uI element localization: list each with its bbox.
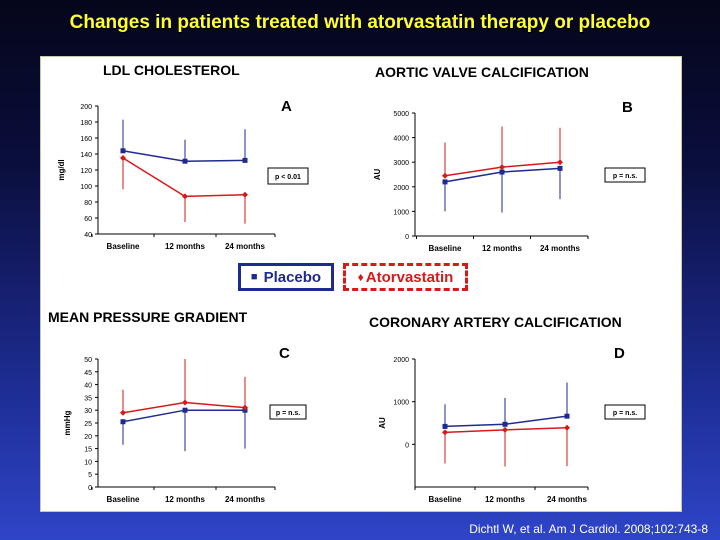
chart-2-placebo-point: [442, 179, 448, 185]
chart-2-x-tick-label: 12 months: [482, 244, 523, 253]
chart-2-panel-label: B: [622, 99, 633, 116]
chart-4-y-tick-label: 0: [405, 442, 409, 449]
atorvastatin-diamond-icon: ♦: [357, 270, 364, 284]
chart-2-title: AORTIC VALVE CALCIFICATION: [375, 64, 589, 80]
chart-1-y-tick-label: 120: [80, 168, 92, 175]
chart-1-panel-label: A: [281, 98, 292, 115]
legend-placebo-label: Placebo: [263, 268, 322, 286]
slide-title: Changes in patients treated with atorvas…: [69, 12, 651, 33]
chart-4-placebo-point: [564, 413, 570, 419]
chart-2-y-tick-label: 3000: [393, 160, 409, 167]
chart-1-p-value: p < 0.01: [275, 174, 301, 181]
chart-2-placebo-point: [557, 165, 563, 171]
chart-2-y-tick-label: 1000: [393, 209, 409, 216]
chart-3-y-tick-label: 25: [84, 421, 92, 428]
chart-3-y-tick-label: 0: [88, 485, 92, 492]
legend-atorvastatin-label: Atorvastatin: [365, 268, 454, 286]
chart-3-y-label: mmHg: [63, 410, 72, 435]
chart-1-y-tick-label: 140: [80, 152, 92, 159]
chart-4-panel-label: D: [614, 345, 625, 362]
citation: Dichtl W, et al. Am J Cardiol. 2008;102:…: [469, 522, 708, 536]
chart-1-title: LDL CHOLESTEROL: [103, 62, 240, 78]
chart-2-y-label: AU: [373, 169, 382, 181]
chart-2-y-tick-label: 4000: [393, 136, 409, 143]
chart-4-atorvastatin-point: [502, 426, 508, 433]
legend-atorvastatin: ♦ Atorvastatin: [343, 263, 468, 291]
chart-1-x-tick-label: Baseline: [107, 242, 140, 251]
chart-2-y-tick-label: 2000: [393, 185, 409, 192]
chart-2-x-tick-label: Baseline: [429, 244, 462, 253]
chart-1-y-tick-label: 180: [80, 120, 92, 127]
chart-3-x-tick-label: Baseline: [107, 495, 140, 504]
chart-2-atorvastatin-point: [442, 172, 448, 179]
chart-4-atorvastatin-point: [564, 424, 570, 431]
chart-3-y-tick-label: 20: [84, 434, 92, 441]
chart-4-p-value-box: [604, 404, 646, 420]
chart-3-atorvastatin-point: [182, 399, 188, 406]
legend-placebo: ■ Placebo: [238, 263, 334, 291]
chart-4-y-label: AU: [378, 417, 387, 429]
chart-1-x-tick-label: 12 months: [165, 242, 206, 251]
chart-1-x-tick-label: 24 months: [225, 242, 266, 251]
chart-3-placebo-point: [120, 419, 126, 425]
chart-3-x-tick-label: 24 months: [225, 495, 266, 504]
chart-1-y-tick-label: 160: [80, 136, 92, 143]
chart-3-p-value-box: [269, 404, 307, 420]
chart-1-p-value-box: [267, 167, 309, 185]
chart-1-y-tick-label: 80: [84, 200, 92, 207]
chart-1-y-label: mg/dl: [57, 159, 66, 180]
chart-1-y-tick-label: 60: [84, 216, 92, 223]
chart-3-y-tick-label: 30: [84, 408, 92, 415]
chart-2-x-tick-label: 24 months: [540, 244, 581, 253]
chart-4-atorvastatin-point: [442, 429, 448, 436]
placebo-square-icon: ■: [250, 271, 258, 283]
chart-3-y-tick-label: 15: [84, 447, 92, 454]
chart-2-atorvastatin-point: [499, 164, 505, 171]
chart-3-title: MEAN PRESSURE GRADIENT: [48, 309, 248, 325]
chart-2-y-tick-label: 0: [405, 234, 409, 241]
chart-1-atorvastatin-point: [242, 191, 248, 198]
chart-4-x-tick-label: 12 months: [485, 495, 526, 504]
chart-4-placebo-point: [502, 421, 508, 427]
chart-1-placebo-point: [182, 158, 188, 164]
chart-3-placebo-point: [182, 407, 188, 413]
chart-1-y-tick-label: 40: [84, 232, 92, 239]
chart-3-panel-label: C: [279, 345, 290, 362]
chart-3-p-value: p = n.s.: [276, 410, 300, 417]
chart-4-x-tick-label: 24 months: [547, 495, 588, 504]
chart-3-y-tick-label: 35: [84, 395, 92, 402]
chart-1-placebo-point: [242, 157, 248, 163]
chart-4-y-tick-label: 2000: [393, 357, 409, 364]
chart-3-x-tick-label: 12 months: [165, 495, 206, 504]
chart-4-placebo-point: [442, 423, 448, 429]
chart-2-placebo-point: [499, 169, 505, 175]
chart-3-y-tick-label: 5: [88, 472, 92, 479]
chart-3-y-tick-label: 40: [84, 383, 92, 390]
chart-1-y-tick-label: 200: [80, 104, 92, 111]
chart-4-title: CORONARY ARTERY CALCIFICATION: [369, 314, 622, 330]
chart-3-y-tick-label: 10: [84, 459, 92, 466]
chart-4-x-tick-label: Baseline: [429, 495, 462, 504]
chart-2-p-value-box: [604, 167, 646, 183]
chart-1-atorvastatin-point: [182, 193, 188, 200]
chart-3-atorvastatin-point: [242, 404, 248, 411]
chart-1-atorvastatin-point: [120, 155, 126, 161]
chart-4-y-tick-label: 1000: [393, 400, 409, 407]
chart-1-atorvastatin-line: [122, 157, 246, 198]
chart-4-p-value: p = n.s.: [613, 410, 637, 417]
chart-2-y-tick-label: 5000: [393, 111, 409, 118]
chart-2-atorvastatin-point: [557, 159, 563, 166]
chart-3-y-tick-label: 50: [84, 357, 92, 364]
chart-1-y-tick-label: 100: [80, 184, 92, 191]
chart-2-p-value: p = n.s.: [613, 173, 637, 180]
chart-1-placebo-point: [120, 148, 126, 154]
chart-3-atorvastatin-point: [120, 409, 126, 416]
chart-3-y-tick-label: 45: [84, 370, 92, 377]
